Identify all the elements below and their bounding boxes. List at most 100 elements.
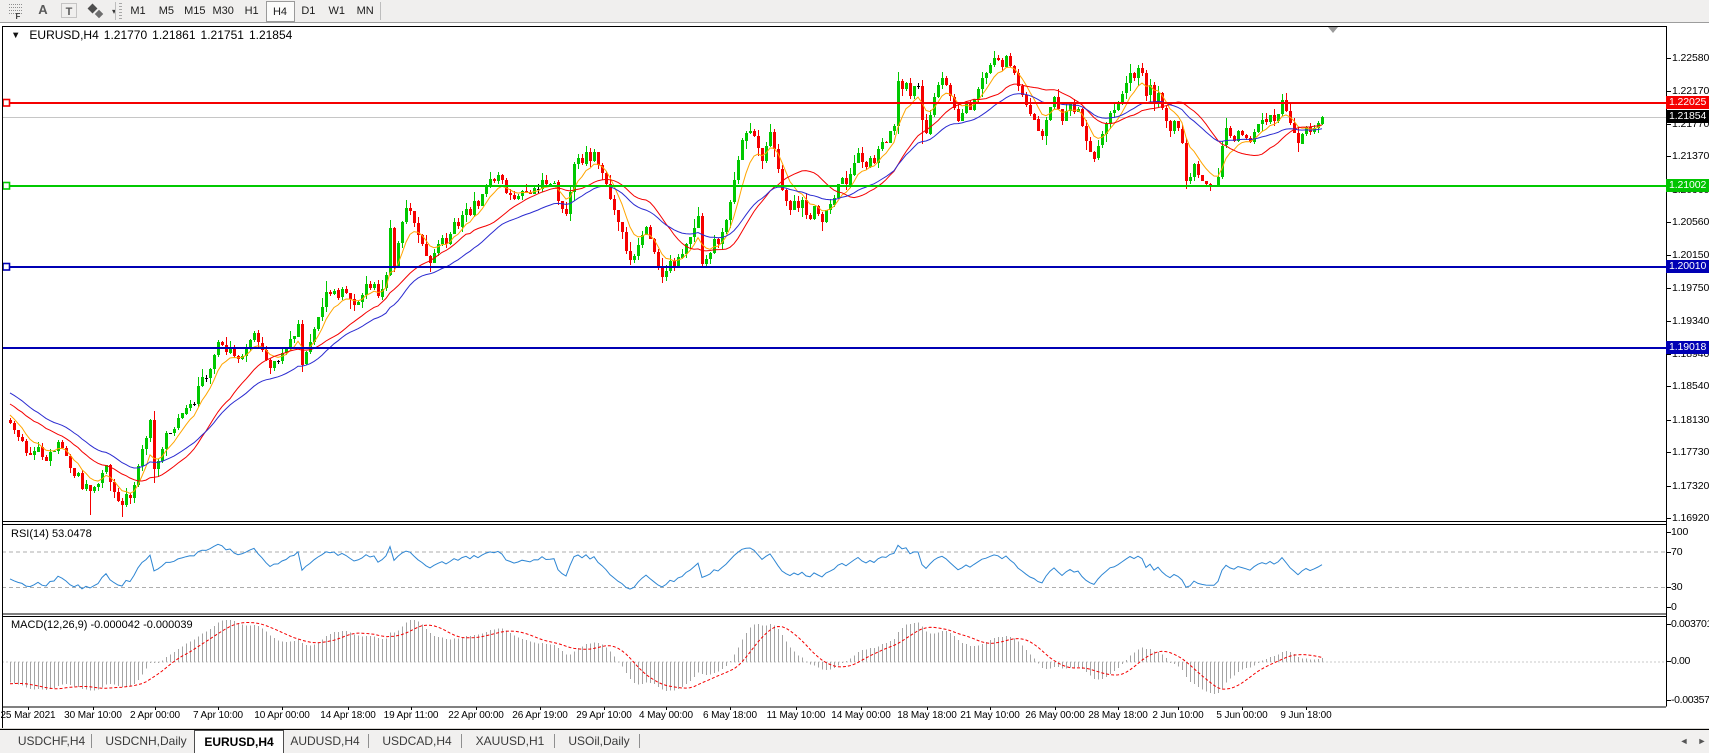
- candle-body-bull: [149, 420, 152, 438]
- fibonacci-retracement-icon[interactable]: F: [7, 1, 29, 21]
- tab-scroll-right-button[interactable]: ►: [1697, 736, 1707, 746]
- candle-body-bull: [685, 244, 688, 254]
- timeframe-button-h4[interactable]: H4: [265, 1, 295, 22]
- hline-anchor-handle[interactable]: [2, 181, 11, 190]
- tab-separator: [91, 734, 92, 748]
- time-axis-label: 25 Mar 2021: [0, 710, 56, 721]
- candle-wick: [350, 293, 351, 309]
- macd-histogram-bar: [922, 626, 923, 663]
- candle-body-bull: [481, 194, 484, 206]
- macd-histogram-bar: [350, 632, 351, 663]
- macd-histogram-bar: [718, 662, 719, 672]
- text-label-icon[interactable]: T: [59, 1, 81, 21]
- macd-histogram-bar: [1142, 647, 1143, 663]
- candle-body-bear: [1169, 121, 1172, 131]
- macd-histogram-bar: [978, 645, 979, 663]
- hline-anchor-handle[interactable]: [2, 262, 11, 271]
- candle-body-bear: [809, 215, 812, 219]
- tab-bar-shadow: [0, 728, 1709, 729]
- macd-histogram-bar: [410, 619, 411, 663]
- macd-histogram-bar: [1122, 662, 1123, 665]
- chart-tab-audusd[interactable]: AUDUSD,H4: [290, 734, 360, 748]
- chart-tab-usoil[interactable]: USOil,Daily: [568, 734, 630, 748]
- macd-histogram-bar: [1038, 662, 1039, 664]
- candle-body-bull: [1097, 146, 1100, 158]
- chart-tab-usdcad[interactable]: USDCAD,H4: [382, 734, 452, 748]
- candle-body-bull: [1237, 131, 1240, 141]
- macd-histogram-bar: [126, 662, 127, 687]
- hline-anchor-handle[interactable]: [2, 98, 11, 107]
- candle-body-bull: [449, 234, 452, 244]
- candle-body-bear: [153, 420, 156, 469]
- timeframe-button-mn[interactable]: MN: [356, 5, 374, 17]
- candle-body-bear: [1017, 73, 1020, 86]
- candle-body-bear: [425, 244, 428, 256]
- chart-tab-xauusd[interactable]: XAUUSD,H1: [475, 734, 545, 748]
- macd-histogram-bar: [1082, 662, 1083, 669]
- macd-histogram-bar: [70, 662, 71, 685]
- macd-histogram-bar: [254, 624, 255, 663]
- timeframe-button-m1[interactable]: M1: [130, 5, 146, 17]
- arrow-objects-icon-part: [87, 3, 104, 19]
- toolbar-grip[interactable]: [119, 3, 122, 19]
- timeframe-button-m15[interactable]: M15: [184, 5, 206, 17]
- macd-histogram-bar: [1174, 662, 1175, 664]
- chart-tab-eurusd[interactable]: EURUSD,H4: [194, 730, 284, 753]
- macd-histogram-bar: [762, 625, 763, 663]
- macd-histogram-bar: [566, 654, 567, 663]
- macd-histogram-bar: [434, 635, 435, 663]
- macd-histogram-bar: [1102, 662, 1103, 679]
- timeframe-button-h1[interactable]: H1: [244, 5, 259, 17]
- chart-shift-marker-icon[interactable]: [1328, 27, 1338, 33]
- text-annotation-icon[interactable]: A: [32, 1, 54, 21]
- candle-body-bear: [13, 423, 16, 430]
- macd-histogram-bar: [366, 635, 367, 663]
- chart-tab-usdchf[interactable]: USDCHF,H4: [17, 734, 86, 748]
- arrow-objects-dropdown-icon[interactable]: ▾: [103, 1, 125, 21]
- timeframe-button-m30[interactable]: M30: [212, 5, 234, 17]
- candle-body-bull: [289, 339, 292, 349]
- candle-body-bear: [345, 289, 348, 293]
- candle-body-bull: [769, 132, 772, 146]
- macd-histogram-bar: [982, 643, 983, 663]
- timeframe-button-d1[interactable]: D1: [301, 5, 316, 17]
- macd-histogram-bar: [686, 662, 687, 685]
- candle-body-bull: [541, 180, 544, 189]
- candle-body-bear: [873, 158, 876, 163]
- chart-tab-usdcnh[interactable]: USDCNH,Daily: [105, 734, 187, 748]
- candle-body-bear: [1145, 73, 1148, 96]
- macd-histogram-bar: [934, 633, 935, 663]
- timeframe-button-m5[interactable]: M5: [158, 5, 175, 17]
- candle-body-bull: [593, 152, 596, 161]
- candle-body-bull: [713, 239, 716, 253]
- candle-wick: [554, 181, 555, 184]
- candle-body-bull: [317, 317, 320, 329]
- macd-histogram-bar: [590, 643, 591, 663]
- candle-body-bull: [869, 158, 872, 167]
- candle-doji-bar: [537, 189, 540, 190]
- pane-separator: [2, 524, 1666, 525]
- candle-body-bear: [617, 210, 620, 222]
- arrow-objects-icon[interactable]: [85, 1, 107, 21]
- macd-signal-line: [9, 622, 1323, 690]
- candle-body-bull: [1117, 103, 1120, 110]
- timeframe-button-w1[interactable]: W1: [328, 5, 346, 17]
- macd-histogram-bar: [374, 636, 375, 663]
- macd-histogram-bar: [130, 662, 131, 687]
- candle-body-bear: [349, 293, 352, 299]
- macd-histogram-bar: [1194, 662, 1195, 685]
- candle-body-bear: [601, 165, 604, 173]
- collapse-arrow-icon[interactable]: ▼: [11, 30, 21, 41]
- candle-body-bull: [453, 222, 456, 234]
- candle-body-bear: [821, 214, 824, 222]
- candle-body-bear: [657, 252, 660, 267]
- macd-histogram-bar: [166, 656, 167, 663]
- macd-histogram-bar: [102, 662, 103, 688]
- candle-body-bear: [717, 239, 720, 244]
- tab-scroll-left-button[interactable]: ◄: [1679, 736, 1689, 746]
- macd-histogram-bar: [234, 621, 235, 663]
- price-tick: [1666, 58, 1671, 59]
- macd-histogram-bar: [1178, 662, 1179, 667]
- candle-body-bull: [1149, 85, 1152, 95]
